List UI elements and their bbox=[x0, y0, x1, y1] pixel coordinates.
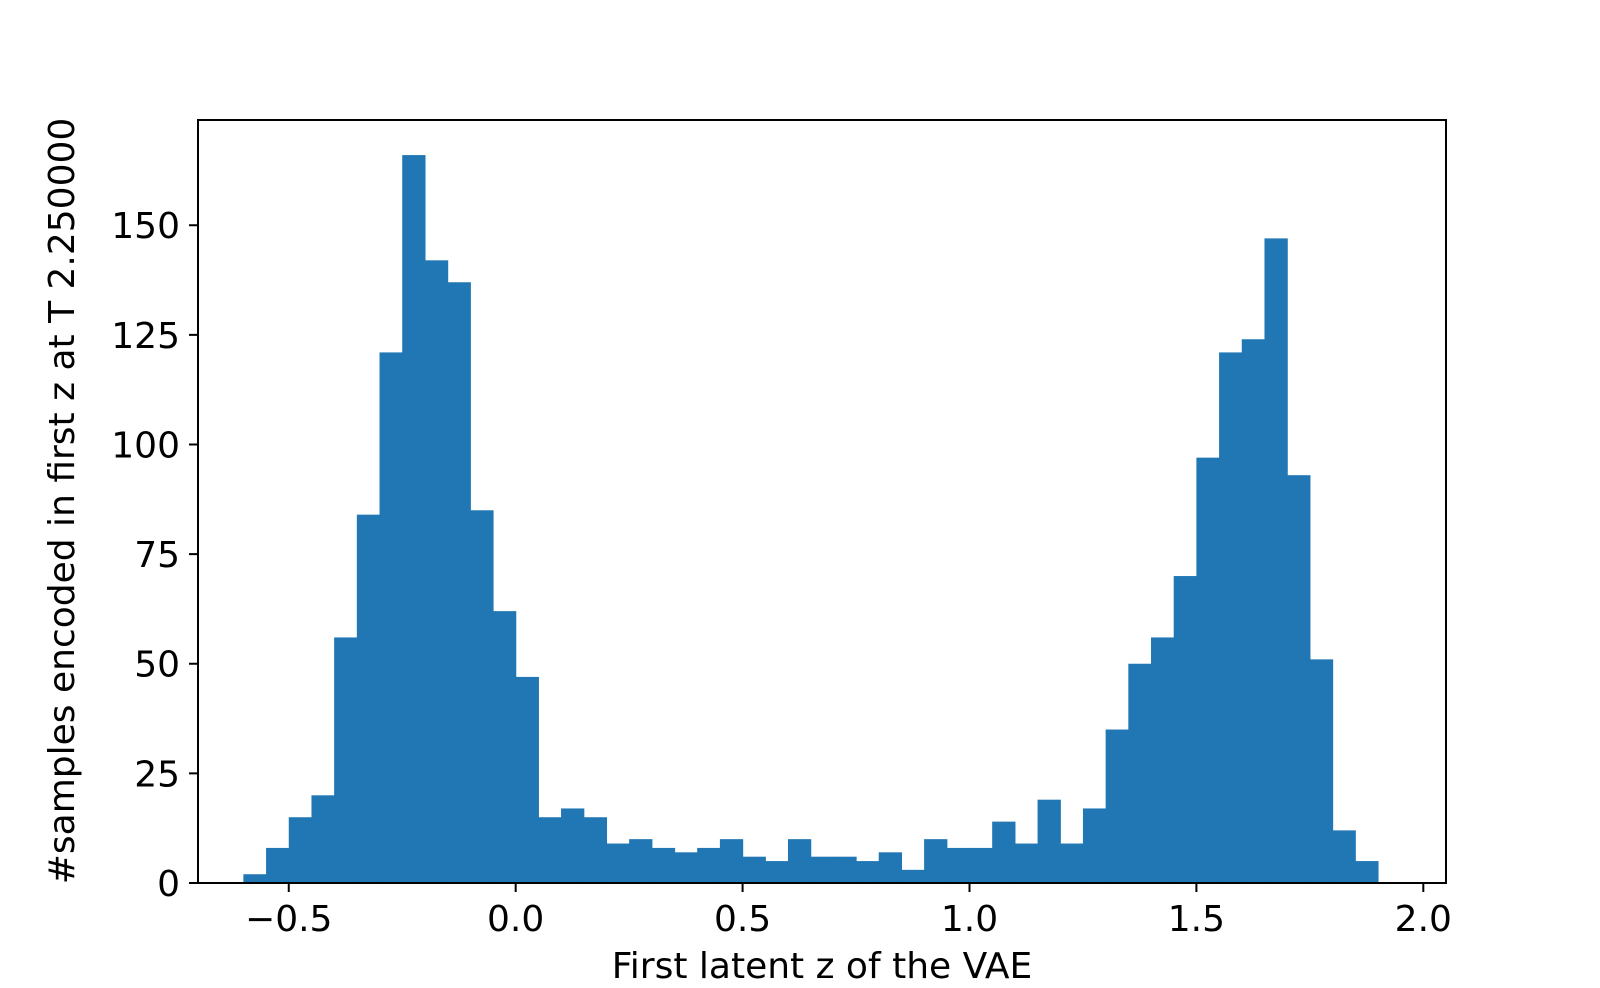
histogram-bar bbox=[447, 282, 471, 883]
y-axis-ticks: 0 25 50 75 100 125 150 bbox=[111, 206, 198, 905]
histogram-bar bbox=[651, 847, 676, 883]
histogram-bar bbox=[629, 839, 653, 883]
histogram-bar bbox=[1219, 352, 1243, 883]
histogram-bar bbox=[1082, 808, 1107, 883]
y-tick-label: 25 bbox=[134, 754, 180, 795]
histogram-bar bbox=[878, 852, 903, 883]
y-tick-label: 125 bbox=[111, 316, 180, 357]
histogram-bar bbox=[1128, 663, 1152, 883]
histogram-bar bbox=[924, 839, 948, 883]
histogram-bar bbox=[1173, 576, 1197, 883]
histogram-bar bbox=[1060, 843, 1084, 883]
histogram-bar bbox=[1355, 861, 1379, 883]
histogram-bar bbox=[1037, 799, 1061, 883]
histogram-bar bbox=[356, 514, 381, 883]
histogram-bar bbox=[288, 817, 313, 883]
x-tick-label: 0.5 bbox=[714, 899, 771, 940]
histogram-bar bbox=[992, 821, 1016, 883]
y-tick-label: 75 bbox=[134, 535, 180, 576]
histogram-bar bbox=[538, 817, 562, 883]
histogram-bar bbox=[402, 155, 426, 884]
x-axis-ticks: −0.5 0.0 0.5 1.0 1.5 2.0 bbox=[245, 883, 1452, 940]
histogram-bar bbox=[901, 869, 925, 883]
histogram-bar bbox=[1264, 238, 1288, 883]
histogram-bar bbox=[583, 817, 608, 883]
histogram-bar bbox=[266, 847, 290, 883]
x-tick-label: 1.5 bbox=[1168, 899, 1225, 940]
x-tick-label: 0.0 bbox=[487, 899, 544, 940]
histogram-bar bbox=[606, 843, 630, 883]
histogram-bar bbox=[1332, 830, 1356, 883]
histogram-bar bbox=[765, 861, 789, 883]
histogram-bar bbox=[243, 874, 267, 883]
histogram-bar bbox=[334, 637, 358, 883]
x-tick-label: 2.0 bbox=[1395, 899, 1452, 940]
y-tick-label: 0 bbox=[157, 864, 180, 905]
histogram-bar bbox=[1014, 843, 1039, 883]
histogram-bar bbox=[1151, 637, 1175, 883]
y-axis-label: #samples encoded in first z at T 2.25000… bbox=[42, 118, 83, 885]
histogram-bar bbox=[719, 839, 744, 883]
y-tick-label: 100 bbox=[111, 425, 180, 466]
plot-frame bbox=[197, 119, 1447, 884]
x-axis-label: First latent z of the VAE bbox=[612, 946, 1033, 987]
x-tick-label: −0.5 bbox=[245, 899, 332, 940]
histogram-bar bbox=[856, 861, 880, 883]
histogram-bar bbox=[946, 847, 971, 883]
histogram-bar bbox=[1241, 339, 1266, 883]
histogram-bar bbox=[424, 260, 449, 883]
histogram-bar bbox=[697, 847, 721, 883]
histogram-bar bbox=[810, 856, 834, 883]
histogram-bar bbox=[470, 510, 494, 883]
histogram-bar bbox=[969, 847, 993, 883]
histogram-bar bbox=[561, 808, 585, 883]
y-tick-label: 150 bbox=[111, 206, 180, 247]
histogram-bar bbox=[1287, 475, 1311, 883]
histogram-bar bbox=[311, 795, 335, 883]
histogram-bar bbox=[1105, 729, 1129, 883]
histogram-bars bbox=[243, 155, 1379, 884]
histogram-bar bbox=[379, 352, 403, 883]
histogram-bar bbox=[1309, 659, 1334, 883]
histogram-bar bbox=[515, 676, 539, 883]
y-tick-label: 50 bbox=[134, 645, 180, 686]
x-tick-label: 1.0 bbox=[941, 899, 998, 940]
histogram-bar bbox=[742, 856, 766, 883]
histogram-bar bbox=[1196, 457, 1220, 883]
histogram-bar bbox=[674, 852, 698, 883]
histogram-bar bbox=[787, 839, 812, 883]
histogram-bar bbox=[492, 611, 517, 883]
histogram-bar bbox=[833, 856, 857, 883]
